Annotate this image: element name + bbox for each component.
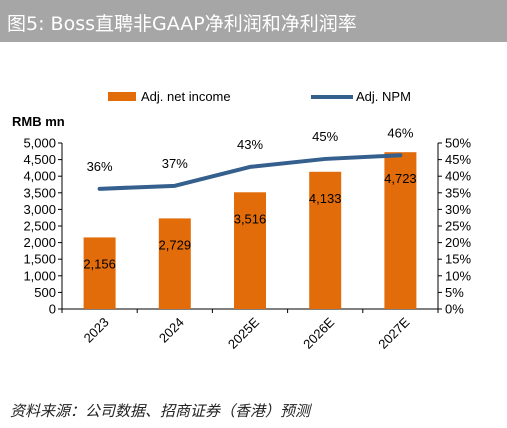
left-tick-label: 2,500 xyxy=(23,219,56,234)
left-tick-label: 4,500 xyxy=(23,152,56,167)
left-tick-label: 0 xyxy=(49,302,56,317)
chart-area: Adj. net income Adj. NPM RMB mn 0 500 1,0001,… xyxy=(12,89,471,352)
right-tick-label: 30% xyxy=(445,202,471,217)
bar-value-label: 2,156 xyxy=(83,256,116,271)
bar-2025E xyxy=(234,192,266,309)
npm-value-label: 37% xyxy=(162,156,188,171)
bar-value-label: 3,516 xyxy=(234,211,267,226)
left-tick-label: 1,500 xyxy=(23,252,56,267)
x-category-label: 2025E xyxy=(225,314,262,351)
right-tick-label: 45% xyxy=(445,152,471,167)
source-note: 资料来源：公司数据、招商证券（香港）预测 xyxy=(10,402,311,420)
bar-2026E xyxy=(309,171,342,309)
legend-swatch-bar xyxy=(108,92,136,101)
x-category-label: 2024 xyxy=(156,315,187,346)
left-tick-label: 5,000 xyxy=(23,136,56,151)
bar-value-label: 2,729 xyxy=(159,237,192,252)
right-tick-label: 10% xyxy=(445,268,471,283)
bar-2024 xyxy=(158,218,191,309)
npm-value-label: 45% xyxy=(312,129,338,144)
left-tick-label: 3,500 xyxy=(23,185,56,200)
bar-value-label: 4,133 xyxy=(309,191,342,206)
figure-title: 图5: Boss直聘非GAAP净利润和净利润率 xyxy=(7,13,357,35)
right-tick-label: 15% xyxy=(445,252,471,267)
bar-2027E xyxy=(384,152,417,309)
x-category-label: 2026E xyxy=(300,314,337,351)
right-tick-label: 20% xyxy=(445,235,471,250)
x-category-label: 2023 xyxy=(81,315,112,346)
legend-label-line: Adj. NPM xyxy=(356,89,411,104)
npm-line xyxy=(97,153,403,191)
npm-value-label: 36% xyxy=(87,159,113,174)
right-tick-label: 50% xyxy=(445,136,471,151)
x-category-label: 2027E xyxy=(375,314,412,351)
left-tick-label: 1,000 xyxy=(23,268,56,283)
right-tick-label: 40% xyxy=(445,169,471,184)
figure-title-bar: 图5: Boss直聘非GAAP净利润和净利润率 xyxy=(0,0,507,42)
left-tick-label: 3,000 xyxy=(23,202,56,217)
left-tick-label: 500 xyxy=(34,285,56,300)
bar-2023 xyxy=(83,237,116,309)
bar-value-label: 4,723 xyxy=(384,171,417,186)
left-tick-label: 4,000 xyxy=(23,169,56,184)
right-tick-label: 35% xyxy=(445,185,471,200)
legend-label-bar: Adj. net income xyxy=(141,89,231,104)
npm-value-label: 43% xyxy=(237,137,263,152)
right-tick-label: 25% xyxy=(445,219,471,234)
y-axis-unit-label: RMB mn xyxy=(12,114,65,129)
right-tick-label: 5% xyxy=(445,285,464,300)
npm-value-label: 46% xyxy=(387,125,413,140)
right-tick-label: 0% xyxy=(445,302,464,317)
left-tick-label: 2,000 xyxy=(23,235,56,250)
